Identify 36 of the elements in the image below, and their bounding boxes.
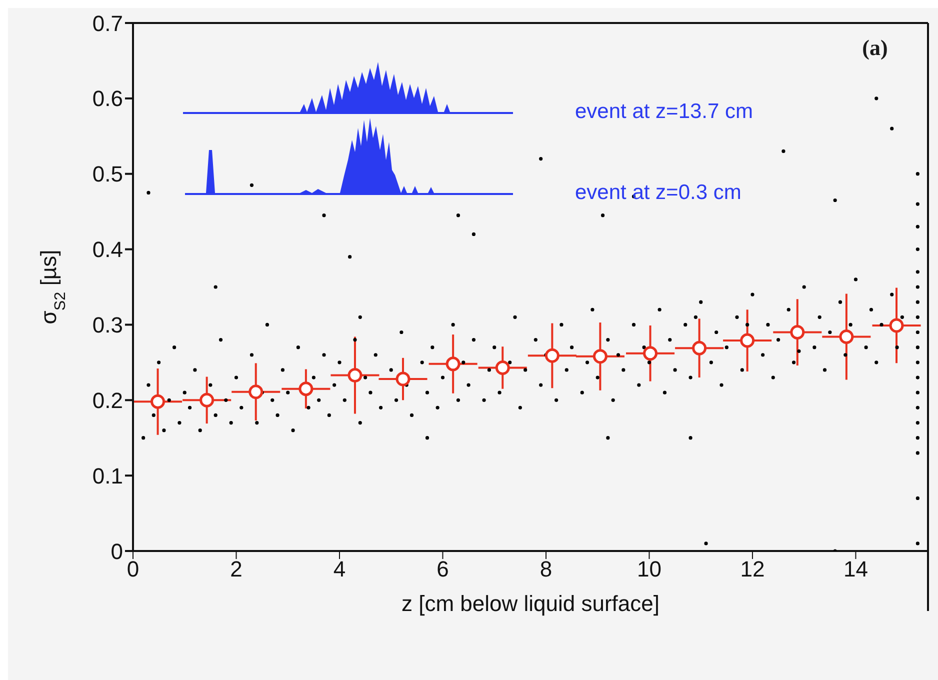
- y-tick-label: 0.5: [92, 162, 123, 187]
- annotation: event at z=13.7 cm: [575, 100, 754, 123]
- x-axis-title: z [cm below liquid surface]: [402, 591, 660, 616]
- y-tick-label: 0.2: [92, 388, 123, 413]
- point: [544, 348, 560, 363]
- x-tick-label: 4: [333, 556, 346, 582]
- point: [348, 368, 362, 382]
- y-tick-label: 0.3: [92, 312, 123, 338]
- y-tick-label: 0: [110, 538, 123, 564]
- point: [643, 346, 658, 361]
- x-tick-label: 14: [843, 556, 868, 582]
- point: [889, 318, 904, 333]
- point: [839, 330, 854, 344]
- point: [495, 360, 510, 375]
- point: [740, 333, 755, 348]
- x-tick-label: 8: [540, 556, 552, 582]
- point: [248, 384, 264, 400]
- point: [298, 382, 314, 396]
- point: [150, 394, 166, 409]
- point: [446, 356, 460, 372]
- point: [200, 392, 214, 408]
- x-tick-label: 12: [740, 556, 765, 582]
- y-tick-label: 0.1: [92, 463, 123, 488]
- point: [592, 349, 608, 364]
- point: [692, 340, 707, 356]
- y-tick-label: 0.6: [92, 86, 123, 112]
- y-tick-label: 0.7: [92, 10, 123, 36]
- annotation: (a): [862, 35, 888, 60]
- point: [396, 372, 410, 386]
- point: [790, 325, 805, 340]
- x-tick-label: 0: [126, 556, 140, 582]
- y-tick-label: 0.4: [92, 237, 123, 262]
- annotation: event at z=0.3 cm: [575, 180, 742, 204]
- x-tick-label: 2: [230, 556, 242, 582]
- x-tick-label: 10: [636, 556, 662, 582]
- x-tick-label: 6: [436, 556, 449, 582]
